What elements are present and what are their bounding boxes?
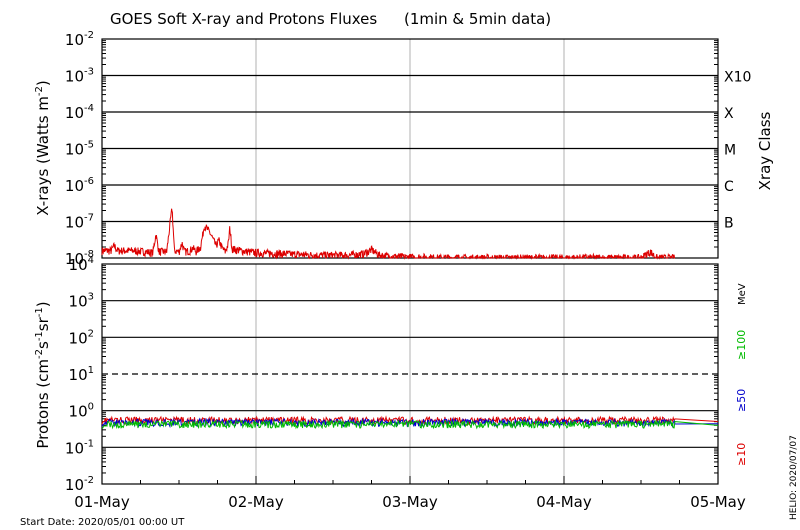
xray-tick-label: 10-5 bbox=[65, 140, 94, 159]
energy-unit-label: MeV bbox=[737, 283, 748, 305]
proton-frame bbox=[101, 263, 719, 485]
xray-class-label: B bbox=[724, 216, 734, 232]
proton-flux-line bbox=[101, 419, 719, 430]
chart-title-note: (1min & 5min data) bbox=[404, 10, 551, 28]
date-tick-label: 05-May bbox=[690, 493, 746, 511]
date-tick-label: 01-May bbox=[74, 493, 130, 511]
xray-axis-label: X-rays (Watts m-2) bbox=[34, 80, 52, 215]
proton-tick-label: 101 bbox=[69, 365, 94, 384]
chart-title: GOES Soft X-ray and Protons Fluxes (1min… bbox=[110, 10, 551, 28]
proton-tick-label: 100 bbox=[69, 402, 94, 421]
energy-legend-entry: ≥10 bbox=[735, 443, 748, 466]
xray-class-axis-label: Xray Class bbox=[756, 111, 774, 190]
xray-tick-label: 10-7 bbox=[65, 213, 94, 232]
chart-title-main: GOES Soft X-ray and Protons Fluxes bbox=[110, 10, 377, 28]
proton-tick-label: 10-1 bbox=[65, 438, 94, 457]
xray-panel: 10-8 10-7 10-6 10-5 10-4 10-3 10-2 B C M X X10 bbox=[65, 30, 751, 268]
proton-tick-label: 104 bbox=[69, 255, 94, 274]
credit-label: HELIO: 2020/07/07 bbox=[789, 435, 799, 520]
proton-tick-label: 103 bbox=[69, 292, 94, 311]
xray-tick-label: 10-3 bbox=[65, 67, 94, 86]
energy-legend-entry: ≥50 bbox=[735, 389, 748, 412]
xray-class-label: C bbox=[724, 179, 734, 195]
xray-class-label: X bbox=[724, 106, 734, 122]
xray-tick-label: 10-8 bbox=[65, 249, 94, 268]
xray-tick-label: 10-4 bbox=[65, 103, 94, 122]
xray-tick-label: 10-6 bbox=[65, 176, 94, 195]
proton-tick-label: 102 bbox=[69, 328, 94, 347]
proton-axis-label: Protons (cm-2s-1sr-1) bbox=[34, 301, 52, 448]
energy-legend-entry: ≥100 bbox=[735, 330, 748, 360]
xray-tick-label: 10-2 bbox=[65, 30, 94, 49]
xray-class-label: X10 bbox=[724, 70, 751, 86]
xray-class-label: M bbox=[724, 143, 736, 159]
proton-panel: 10-2 10-1 100 101 102 103 104 01-May 02-May 03-Ma… bbox=[65, 255, 748, 511]
xray-flux-line bbox=[101, 208, 675, 260]
proton-tick-label: 10-2 bbox=[65, 475, 94, 494]
date-tick-label: 03-May bbox=[382, 493, 438, 511]
date-tick-label: 04-May bbox=[536, 493, 592, 511]
date-tick-label: 02-May bbox=[228, 493, 284, 511]
start-date-label: Start Date: 2020/05/01 00:00 UT bbox=[20, 517, 185, 528]
